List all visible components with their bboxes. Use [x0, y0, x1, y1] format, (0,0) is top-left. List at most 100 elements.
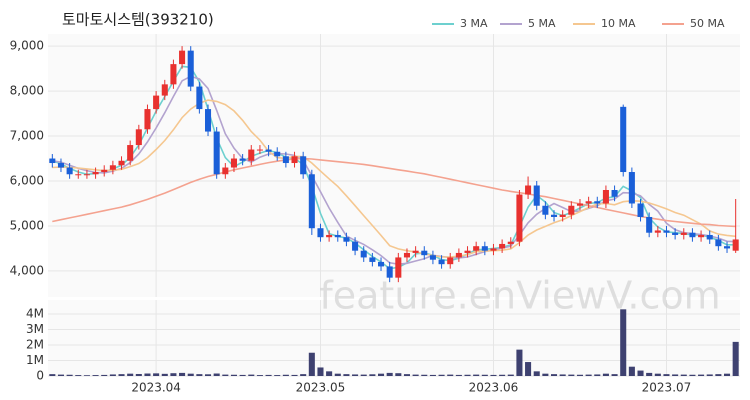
candle-body	[343, 237, 350, 242]
candle-body	[135, 129, 142, 146]
candle-body	[317, 228, 324, 238]
candle-body	[308, 174, 315, 229]
candle-body	[153, 95, 160, 110]
volume-bar	[308, 352, 315, 376]
candle-body	[403, 252, 411, 258]
volume-bar	[213, 373, 220, 376]
volume-bar	[499, 374, 506, 376]
candle-body	[507, 241, 514, 244]
candle-body	[706, 234, 713, 240]
volume-bar	[473, 374, 480, 376]
volume-bar	[334, 373, 341, 376]
candle-body	[230, 158, 238, 168]
candle-body	[395, 257, 402, 278]
volume-bar	[248, 374, 255, 376]
y-tick-label: 8,000	[10, 84, 44, 98]
volume-bar	[57, 374, 65, 376]
candle-body	[438, 259, 445, 265]
volume-bar	[326, 371, 333, 376]
candle-body	[654, 230, 661, 233]
candle-body	[628, 172, 635, 204]
volume-bar	[490, 374, 497, 376]
volume-bar	[689, 374, 696, 376]
ma-line	[52, 99, 736, 258]
volume-bar	[568, 374, 575, 376]
volume-bar	[663, 374, 670, 376]
volume-bar	[386, 372, 393, 376]
y-tick-label: 6,000	[10, 174, 44, 188]
volume-bar	[109, 374, 116, 376]
volume-bar	[343, 374, 350, 376]
volume-bar	[66, 374, 73, 376]
volume-bar	[118, 374, 125, 376]
candle-body	[585, 201, 592, 204]
candle-body	[92, 172, 99, 175]
candle-body	[421, 250, 428, 256]
volume-bar	[672, 374, 679, 376]
volume-bar	[611, 374, 618, 376]
candle-body	[464, 250, 471, 253]
volume-bar	[620, 309, 627, 376]
candle-body	[377, 261, 385, 267]
volume-bar	[179, 372, 186, 376]
x-tick-label: 2023.07	[642, 381, 692, 395]
candle-body	[689, 232, 696, 238]
candle-body	[594, 201, 601, 204]
volume-bar	[239, 374, 246, 376]
volume-bar	[403, 374, 411, 376]
candle-body	[559, 214, 566, 217]
volume-bar	[533, 371, 540, 376]
candle-body	[239, 158, 246, 161]
volume-bar	[101, 374, 108, 376]
y-tick-label: 9,000	[10, 39, 44, 53]
candle-body	[213, 131, 220, 175]
volume-bar	[481, 374, 488, 376]
candle-body	[222, 167, 229, 175]
volume-bar	[135, 373, 142, 376]
candle-body	[109, 165, 116, 170]
candle-body	[516, 194, 523, 242]
volume-bar	[706, 374, 713, 376]
candle-body	[300, 156, 307, 175]
volume-bar	[369, 374, 376, 376]
candle-body	[611, 190, 618, 197]
volume-bar	[360, 374, 367, 376]
volume-bar	[204, 374, 212, 376]
volume-bar	[447, 374, 454, 376]
volume-tick-label: 0	[36, 369, 44, 383]
candle-body	[473, 246, 480, 251]
volume-bar	[455, 374, 462, 376]
chart-title: 토마토시스템(393210)	[62, 11, 214, 29]
candle-body	[602, 190, 609, 204]
candle-body	[57, 163, 65, 168]
volume-bar	[291, 374, 298, 376]
volume-bar	[274, 375, 281, 376]
candle-body	[101, 169, 108, 173]
volume-bar	[550, 374, 558, 376]
volume-bar	[429, 374, 436, 376]
volume-bar	[637, 370, 644, 376]
candle-body	[429, 255, 436, 260]
watermark: feature.enViewV.com	[319, 274, 720, 318]
candle-body	[386, 266, 393, 278]
volume-bar	[438, 374, 445, 376]
candle-body	[672, 232, 679, 235]
candle-body	[204, 109, 212, 132]
y-tick-label: 5,000	[10, 218, 44, 232]
candle-body	[127, 145, 134, 161]
candle-body	[499, 243, 506, 249]
candle-body	[75, 174, 82, 176]
candle-body	[248, 149, 255, 161]
candle-body	[723, 246, 731, 249]
legend-label: 50 MA	[690, 17, 725, 30]
volume-bar	[282, 374, 289, 376]
candle-body	[265, 149, 272, 152]
volume-bar	[83, 375, 90, 376]
volume-tick-label: 2M	[26, 337, 44, 351]
candle-body	[715, 239, 722, 247]
volume-bar	[75, 375, 82, 376]
candle-body	[533, 185, 540, 206]
candle-body	[187, 50, 194, 87]
candle-body	[352, 241, 359, 251]
legend-label: 5 MA	[528, 17, 556, 30]
